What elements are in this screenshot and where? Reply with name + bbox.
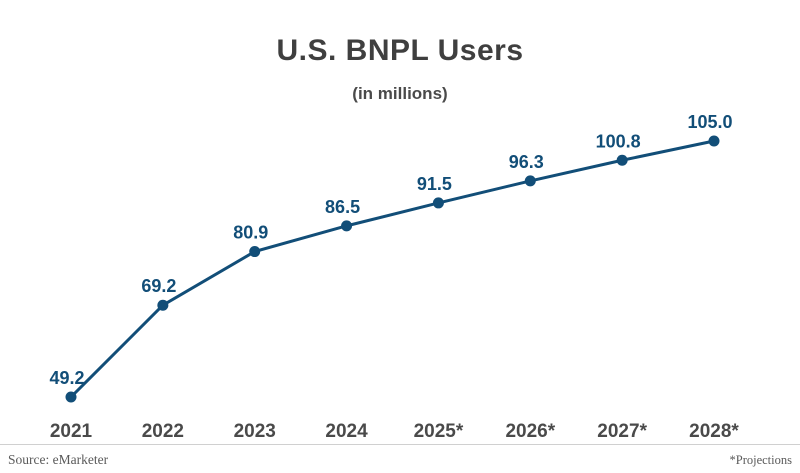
projections-note: *Projections xyxy=(729,452,793,467)
data-point xyxy=(616,154,628,166)
data-point-label: 80.9 xyxy=(233,223,268,243)
data-point-label: 69.2 xyxy=(141,276,176,296)
line-chart-plot: 49.2 2021 69.2 2022 80.9 2023 86.5 2024 91.5 2025… xyxy=(49,112,739,442)
data-point xyxy=(708,135,720,147)
chart-title: U.S. BNPL Users xyxy=(276,34,524,67)
data-point-label: 105.0 xyxy=(687,112,732,132)
data-point-label: 91.5 xyxy=(417,174,452,194)
x-axis-label: 2027* xyxy=(597,421,647,442)
trend-line xyxy=(69,139,715,399)
data-point-label: 100.8 xyxy=(596,131,641,151)
x-axis-label: 2024 xyxy=(325,421,368,442)
data-point xyxy=(157,299,169,311)
x-axis-label: 2022 xyxy=(142,421,184,442)
data-point xyxy=(65,391,77,403)
data-point xyxy=(249,246,261,258)
x-axis-label: 2028* xyxy=(689,421,739,442)
x-axis-label: 2021 xyxy=(50,421,93,442)
data-point-label: 86.5 xyxy=(325,197,360,217)
x-axis-label: 2025* xyxy=(414,421,464,442)
chart-subtitle: (in millions) xyxy=(352,84,448,103)
data-point-label: 49.2 xyxy=(49,368,84,388)
data-point xyxy=(524,175,536,187)
chart-footer: Source: eMarketer *Projections xyxy=(0,444,800,473)
data-point xyxy=(341,220,353,232)
x-axis-label: 2026* xyxy=(505,421,555,442)
source-attribution: Source: eMarketer xyxy=(8,452,109,467)
x-axis-label: 2023 xyxy=(234,421,276,442)
data-point xyxy=(432,197,444,209)
data-point-label: 96.3 xyxy=(509,152,544,172)
